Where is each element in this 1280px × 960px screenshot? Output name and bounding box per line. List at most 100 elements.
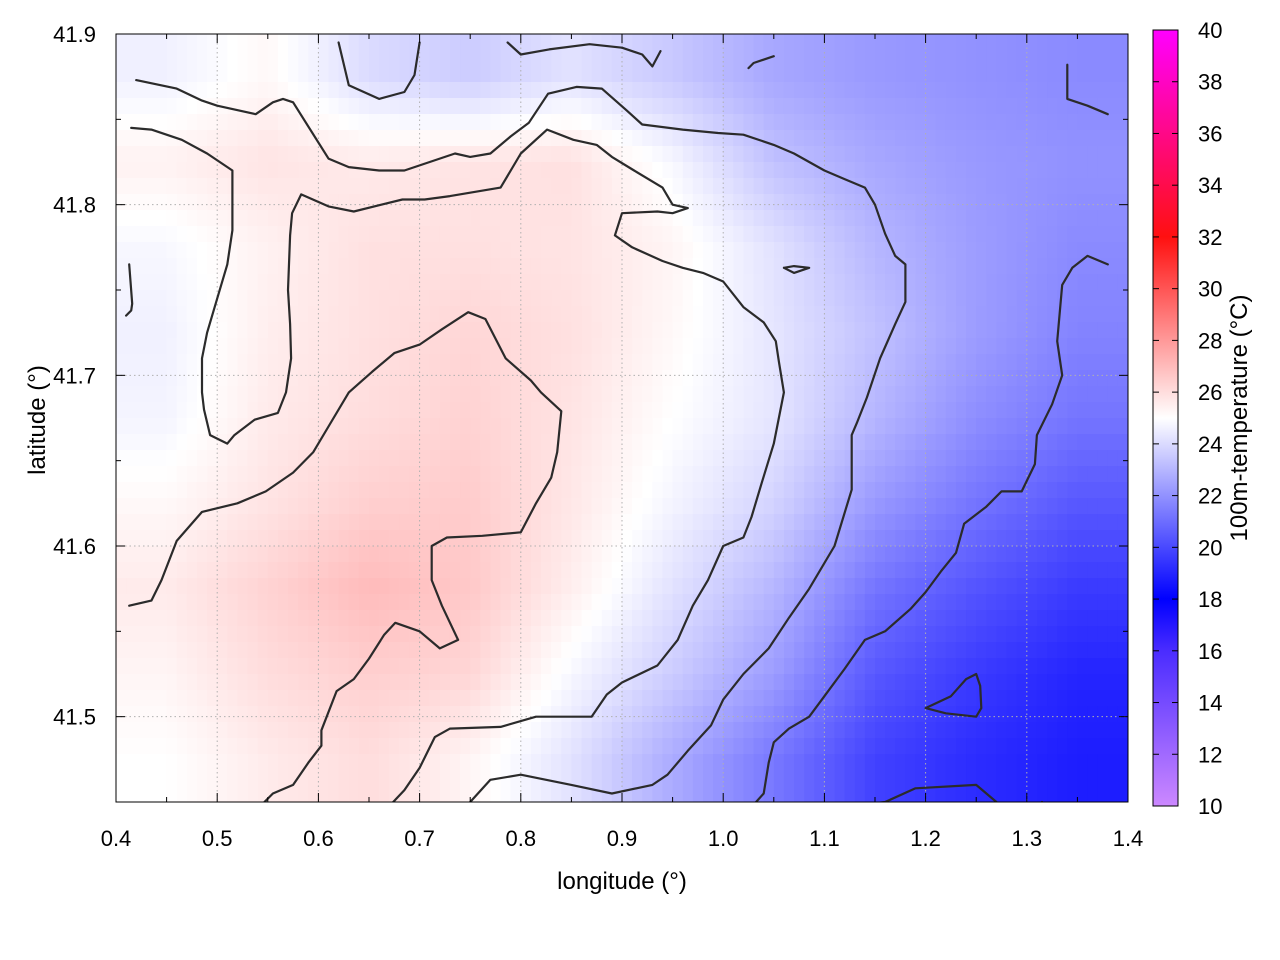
- heatmap-cell: [1067, 98, 1078, 115]
- heatmap-cell: [318, 530, 330, 547]
- heatmap-cell: [1006, 322, 1018, 339]
- heatmap-cell: [733, 786, 745, 802]
- heatmap-cell: [844, 434, 856, 451]
- heatmap-cell: [409, 626, 421, 643]
- heatmap-cell: [146, 770, 158, 787]
- heatmap-cell: [895, 370, 906, 387]
- heatmap-cell: [399, 706, 411, 723]
- heatmap-cell: [561, 370, 572, 387]
- heatmap-cell: [1077, 354, 1089, 371]
- heatmap-cell: [662, 466, 674, 483]
- heatmap-cell: [369, 402, 380, 419]
- heatmap-cell: [763, 178, 775, 195]
- heatmap-cell: [682, 722, 694, 739]
- heatmap-cell: [126, 578, 137, 595]
- heatmap-cell: [217, 194, 228, 211]
- heatmap-cell: [672, 274, 684, 291]
- heatmap-cell: [773, 530, 785, 547]
- heatmap-cell: [834, 386, 846, 403]
- heatmap-cell: [429, 194, 441, 211]
- heatmap-cell: [126, 786, 137, 802]
- heatmap-cell: [227, 66, 239, 83]
- heatmap-cell: [652, 34, 664, 51]
- heatmap-cell: [166, 162, 178, 179]
- heatmap-cell: [976, 578, 987, 595]
- heatmap-cell: [895, 194, 906, 211]
- heatmap-cell: [571, 322, 583, 339]
- contour-line: [747, 55, 775, 70]
- heatmap-cell: [763, 530, 775, 547]
- heatmap-cell: [986, 290, 998, 307]
- heatmap-cell: [126, 498, 137, 515]
- heatmap-cell: [399, 466, 411, 483]
- heatmap-cell: [783, 98, 795, 115]
- heatmap-cell: [561, 50, 572, 67]
- heatmap-cell: [601, 530, 613, 547]
- heatmap-cell: [935, 290, 947, 307]
- heatmap-cell: [814, 194, 825, 211]
- heatmap-cell: [277, 178, 289, 195]
- heatmap-cell: [682, 34, 694, 51]
- heatmap-cell: [510, 658, 522, 675]
- heatmap-cell: [176, 306, 188, 323]
- heatmap-cell: [581, 770, 593, 787]
- heatmap-cell: [389, 450, 400, 467]
- heatmap-cell: [1087, 338, 1099, 355]
- heatmap-cell: [166, 322, 178, 339]
- heatmap-cell: [662, 130, 674, 147]
- heatmap-cell: [1067, 610, 1078, 627]
- heatmap-cell: [1026, 594, 1038, 611]
- heatmap-cell: [146, 386, 158, 403]
- heatmap-cell: [905, 130, 917, 147]
- heatmap-cell: [227, 434, 239, 451]
- heatmap-cell: [1047, 162, 1058, 179]
- heatmap-cell: [955, 690, 967, 707]
- heatmap-cell: [136, 194, 147, 211]
- heatmap-cell: [358, 690, 370, 707]
- heatmap-cell: [196, 754, 208, 771]
- heatmap-cell: [379, 274, 390, 291]
- heatmap-cell: [844, 514, 856, 531]
- heatmap-cell: [277, 338, 289, 355]
- heatmap-cell: [1057, 402, 1068, 419]
- heatmap-cell: [449, 194, 461, 211]
- heatmap-cell: [571, 674, 583, 691]
- heatmap-cell: [541, 754, 552, 771]
- heatmap-cell: [814, 418, 825, 435]
- heatmap-cell: [520, 178, 532, 195]
- heatmap-cell: [642, 690, 653, 707]
- heatmap-cell: [500, 546, 512, 563]
- heatmap-cell: [298, 690, 309, 707]
- heatmap-cell: [1067, 706, 1078, 723]
- heatmap-cell: [1077, 594, 1089, 611]
- heatmap-cell: [611, 738, 623, 755]
- heatmap-cell: [338, 434, 350, 451]
- heatmap-cell: [1107, 562, 1119, 579]
- heatmap-cell: [500, 242, 512, 259]
- heatmap-cell: [1036, 514, 1048, 531]
- heatmap-cell: [1067, 482, 1078, 499]
- heatmap-cell: [480, 82, 492, 99]
- heatmap-cell: [449, 258, 461, 275]
- heatmap-cell: [480, 690, 492, 707]
- heatmap-cell: [237, 258, 249, 275]
- heatmap-cell: [581, 258, 593, 275]
- heatmap-cell: [207, 530, 218, 547]
- heatmap-cell: [419, 610, 431, 627]
- heatmap-cell: [662, 210, 674, 227]
- heatmap-cell: [207, 258, 218, 275]
- heatmap-cell: [915, 514, 927, 531]
- heatmap-cell: [804, 754, 815, 771]
- heatmap-cell: [844, 306, 856, 323]
- heatmap-cell: [895, 274, 906, 291]
- heatmap-cell: [1067, 370, 1078, 387]
- heatmap-cell: [885, 66, 896, 83]
- heatmap-cell: [116, 386, 127, 403]
- heatmap-cell: [1077, 482, 1089, 499]
- heatmap-cell: [864, 402, 876, 419]
- heatmap-cell: [156, 162, 168, 179]
- heatmap-cell: [470, 338, 481, 355]
- heatmap-cell: [692, 386, 704, 403]
- heatmap-cell: [449, 66, 461, 83]
- heatmap-cell: [176, 418, 188, 435]
